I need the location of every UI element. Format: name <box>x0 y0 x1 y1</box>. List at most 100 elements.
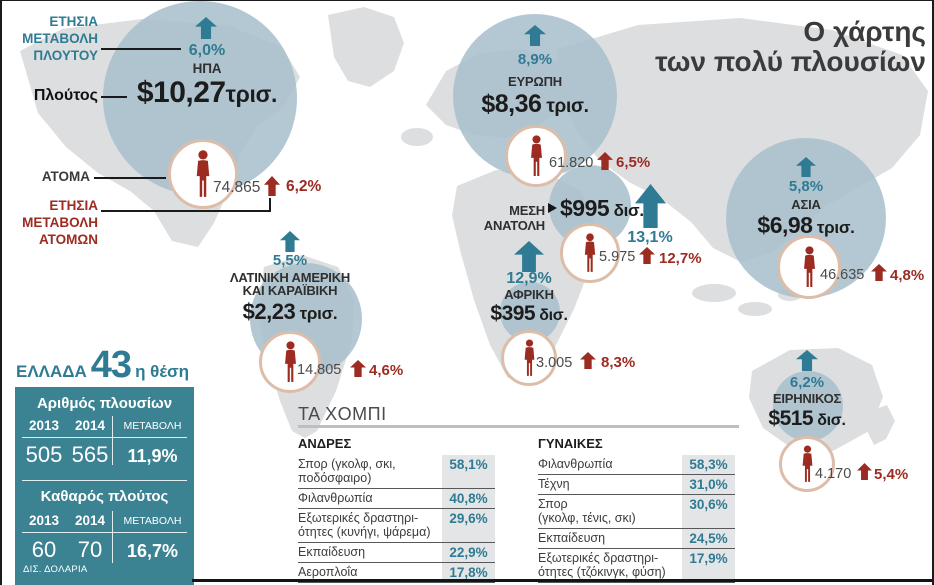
legend-annual-individuals-change: ΕΤΗΣΙΑ ΜΕΤΑΒΟΛΗ ΑΤΟΜΩΝ <box>22 198 98 247</box>
usa-people-change: 6,2% <box>286 178 322 195</box>
latam-people-count: 14.805 <box>297 362 342 378</box>
greece-table2-change-label: ΜΕΤΑΒΟΛΗ <box>123 515 182 527</box>
latam-wealth-up-arrow-icon <box>280 231 300 252</box>
latam-wealth-unit: τρισ. <box>295 304 338 323</box>
asia-people-change: 4,8% <box>890 267 925 284</box>
usa-wealth-change: 6,0% <box>188 42 226 59</box>
usa-wealth: $10,27τρισ. <box>97 76 317 110</box>
pacific-wealth-up-arrow-icon <box>796 350 818 371</box>
greece-table1-rule <box>22 437 187 438</box>
hobbies-men-header: ΑΝΔΡΕΣ <box>298 436 352 451</box>
europe-region-name: ΕΥΡΩΠΗ <box>507 74 562 89</box>
page-title-line1: Ο χάρτης <box>803 16 926 47</box>
middle-east-people-circle <box>560 223 620 283</box>
table-row: Φιλανθρωπία 40,8% <box>298 489 495 509</box>
page-title: Ο χάρτης των πολύ πλουσίων <box>622 17 926 77</box>
asia-wealth-value: $6,98 <box>757 212 813 238</box>
middle-east-people-up-arrow-icon <box>639 247 655 264</box>
pacific-bubble <box>773 371 843 441</box>
middle-east-people-count: 5.975 <box>599 249 636 265</box>
hobby-label: Εξωτερικές δραστηρι- ότητες (τζόκινγκ, φ… <box>538 551 666 579</box>
latam-people-up-arrow-icon <box>350 360 366 377</box>
africa-people-change: 8,3% <box>601 354 636 371</box>
middle-east-pointer-icon <box>548 203 557 213</box>
hobby-value: 17,8% <box>442 563 495 582</box>
africa-wealth-unit: δισ. <box>535 307 568 324</box>
greece-rank-number: 43 <box>90 344 132 386</box>
hobby-value: 58,3% <box>682 455 735 474</box>
africa-region-name: ΑΦΡΙΚΗ <box>504 287 554 302</box>
africa-wealth: $395 δισ. <box>459 302 599 326</box>
africa-wealth-value: $395 <box>490 302 536 325</box>
table-row: Σπορ (γκολφ, τένις, σκι) 30,6% <box>538 495 735 529</box>
greece-table2-year2: 2014 <box>74 513 106 528</box>
europe-wealth-change: 8,9% <box>517 51 553 68</box>
latam-wealth-change: 5,5% <box>272 252 308 269</box>
asia-wealth-change: 5,8% <box>788 178 824 195</box>
greece-table2-year1: 2013 <box>28 513 60 528</box>
pacific-people-count: 4.170 <box>815 466 852 482</box>
greece-table1-divider <box>112 416 113 465</box>
hobby-value: 22,9% <box>442 543 495 562</box>
asia-wealth-unit: τρισ. <box>812 218 855 237</box>
bottom-frame-line <box>192 579 932 582</box>
asia-people-count: 46.635 <box>820 267 865 283</box>
legend-individuals: ΑΤΟΜΑ <box>41 169 90 184</box>
middle-east-region-name: ΜΕΣΗ ΑΝΑΤΟΛΗ <box>483 203 545 233</box>
middle-east-wealth: $995 δισ. <box>560 195 644 222</box>
hobby-value: 29,6% <box>442 509 495 542</box>
greece-table1-title: Αριθμός πλουσίων <box>36 395 173 412</box>
asia-person-icon <box>800 246 819 288</box>
middle-east-wealth-change: 13,1% <box>627 229 673 246</box>
legend-line-wealth-change <box>101 48 181 50</box>
table-row: Εκπαίδευση 24,5% <box>538 529 735 549</box>
hobbies-women-header: ΓΥΝΑΙΚΕΣ <box>538 436 603 451</box>
greece-table1-year1: 2013 <box>28 418 60 433</box>
hobby-value: 31,0% <box>682 475 735 494</box>
europe-wealth: $8,36 τρισ. <box>455 90 615 119</box>
latam-people-circle <box>259 331 321 393</box>
hobby-label: Εκπαίδευση <box>538 531 606 545</box>
legend-line-individuals <box>94 177 166 179</box>
europe-people-up-arrow-icon <box>597 152 613 170</box>
asia-region-name: ΑΣΙΑ <box>791 197 821 212</box>
europe-wealth-unit: τρισ. <box>541 96 589 117</box>
greece-table1-change-label: ΜΕΤΑΒΟΛΗ <box>123 420 182 432</box>
greece-section-divider <box>22 480 187 481</box>
greece-table2-title: Καθαρός πλούτος <box>40 488 169 505</box>
hobby-label: Αεροπλοΐα <box>298 565 358 579</box>
europe-people-count: 61.820 <box>549 155 594 171</box>
hobby-label: Εξωτερικές δραστηρι- ότητες (κυνήγι, ψάρ… <box>298 511 431 539</box>
greece-panel: Αριθμός πλουσίων 2013 2014 ΜΕΤΑΒΟΛΗ 505 … <box>15 387 194 585</box>
africa-wealth-change: 12,9% <box>506 270 552 287</box>
legend-elbow-horizontal <box>101 210 271 212</box>
pacific-region-name: ΕΙΡΗΝΙΚΟΣ <box>772 391 842 406</box>
usa-region-name: ΗΠΑ <box>192 61 222 76</box>
latam-wealth: $2,23 τρισ. <box>210 299 370 325</box>
greece-rank-suffix: η θέση <box>135 362 190 381</box>
greece-table2-value1: 60 <box>31 537 57 562</box>
hobbies-men-table: Σπορ (γκολφ, σκι, ποδόσφαιρο) 58,1% Φιλαν… <box>298 455 495 583</box>
hobbies-title: ΤΑ ΧΟΜΠΙ <box>298 404 387 424</box>
table-row: Εκπαίδευση 22,9% <box>298 543 495 563</box>
middle-east-people-change: 12,7% <box>659 250 702 267</box>
hobby-label: Σπορ (γκολφ, σκι, ποδόσφαιρο) <box>298 457 396 485</box>
middle-east-person-icon <box>581 233 599 273</box>
legend-annual-wealth-change: ΕΤΗΣΙΑ ΜΕΤΑΒΟΛΗ ΠΛΟΥΤΟΥ <box>22 14 98 63</box>
table-row: Τέχνη 31,0% <box>538 475 735 495</box>
pacific-person-icon <box>799 445 816 483</box>
pacific-wealth-change: 6,2% <box>789 374 825 391</box>
legend-line-wealth <box>101 96 127 98</box>
europe-people-change: 6,5% <box>616 154 651 171</box>
usa-wealth-up-arrow-icon <box>195 17 217 39</box>
usa-people-circle <box>168 139 238 209</box>
pacific-wealth-unit: δισ. <box>813 412 846 429</box>
usa-wealth-value: $10,27 <box>136 76 226 109</box>
greece-table2-rule <box>22 532 187 533</box>
hobby-value: 17,9% <box>682 549 735 582</box>
page-title-line2: των πολύ πλουσίων <box>655 46 926 77</box>
greece-table2-value2: 70 <box>77 537 103 562</box>
pacific-people-up-arrow-icon <box>857 463 872 480</box>
hobby-value: 24,5% <box>682 529 735 548</box>
usa-people-up-arrow-icon <box>264 176 280 196</box>
